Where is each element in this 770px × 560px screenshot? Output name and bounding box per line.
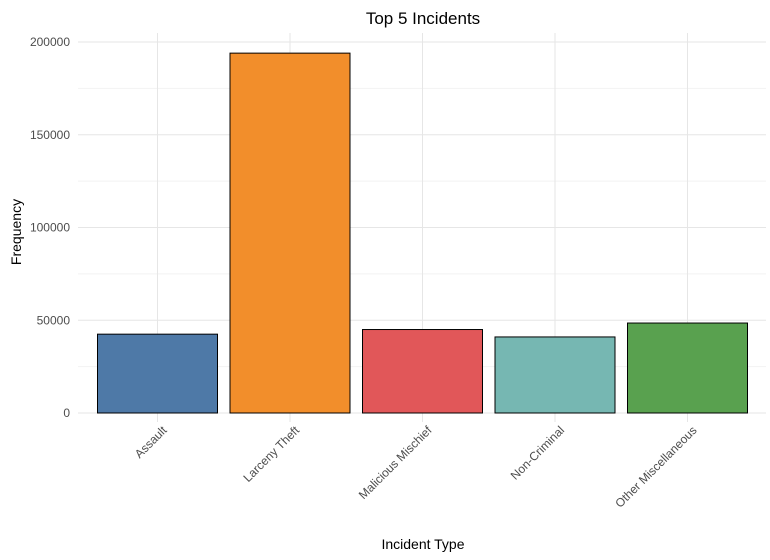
x-axis-title: Incident Type [381,536,464,552]
y-axis-ticks: 0 50000 100000 150000 200000 [30,35,70,420]
bar-larceny-theft [229,52,351,414]
x-tick-label: Larceny Theft [240,423,302,485]
x-axis-ticks: Assault Larceny Theft Malicious Mischief No… [132,423,700,511]
bar-other-miscellaneous [627,322,748,414]
y-tick-label: 100000 [30,221,70,235]
x-tick-label: Non-Criminal [508,423,567,482]
bar-assault [97,333,218,414]
chart-title: Top 5 Incidents [366,9,480,28]
bars [97,52,748,414]
bar-non-criminal [494,336,616,414]
bar-malicious-mischief [362,329,483,414]
y-tick-label: 200000 [30,35,70,49]
y-tick-label: 50000 [37,313,71,327]
y-tick-label: 0 [63,406,70,420]
y-tick-label: 150000 [30,128,70,142]
x-tick-label: Assault [132,423,170,461]
y-axis-title: Frequency [8,199,24,265]
x-tick-label: Malicious Mischief [356,423,435,502]
x-tick-label: Other Miscellaneous [612,423,699,510]
